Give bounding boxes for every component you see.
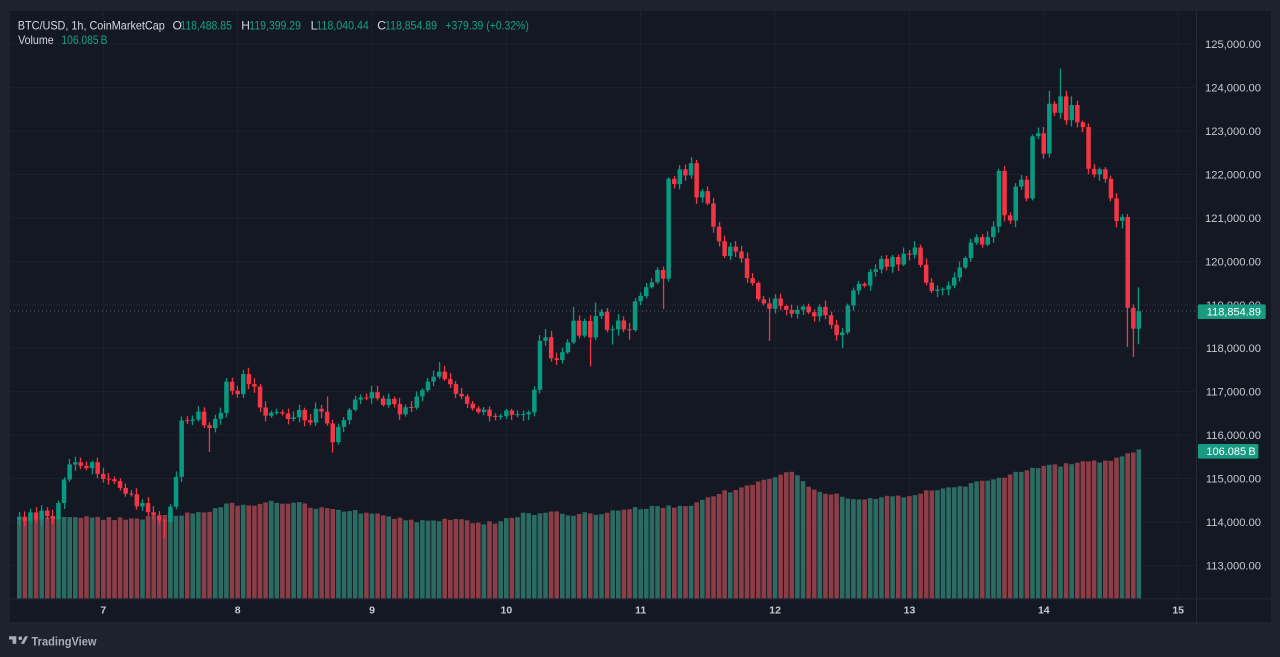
svg-text:118,854.89: 118,854.89 — [1207, 306, 1261, 318]
svg-text:118,040.44: 118,040.44 — [316, 19, 369, 33]
svg-text:124,000.00: 124,000.00 — [1205, 83, 1261, 95]
svg-text:14: 14 — [1038, 605, 1050, 617]
svg-text:119,399.29: 119,399.29 — [249, 19, 301, 33]
svg-text:114,000.00: 114,000.00 — [1206, 517, 1261, 529]
svg-text:8: 8 — [235, 605, 241, 617]
svg-text:Volume: Volume — [18, 33, 54, 47]
svg-text:13: 13 — [904, 605, 916, 617]
svg-text:115,000.00: 115,000.00 — [1206, 473, 1261, 485]
svg-text:122,000.00: 122,000.00 — [1205, 170, 1261, 182]
svg-text:120,000.00: 120,000.00 — [1205, 256, 1261, 268]
svg-text:123,000.00: 123,000.00 — [1205, 126, 1261, 138]
svg-text:106.085 B: 106.085 B — [1206, 446, 1255, 458]
svg-text:7: 7 — [100, 605, 106, 617]
svg-text:106.085 B: 106.085 B — [61, 33, 107, 47]
svg-text:9: 9 — [369, 605, 375, 617]
svg-text:125,000.00: 125,000.00 — [1205, 39, 1261, 51]
svg-text:C: C — [377, 19, 386, 33]
svg-text:118,488.85: 118,488.85 — [180, 19, 232, 33]
svg-text:O: O — [173, 19, 182, 33]
svg-text:12: 12 — [769, 605, 781, 617]
svg-text:15: 15 — [1172, 605, 1184, 617]
svg-text:121,000.00: 121,000.00 — [1205, 213, 1261, 225]
svg-text:+379.39 (+0.32%): +379.39 (+0.32%) — [445, 19, 528, 33]
svg-text:11: 11 — [635, 605, 646, 617]
svg-text:117,000.00: 117,000.00 — [1206, 387, 1261, 399]
svg-text:TradingView: TradingView — [32, 634, 98, 648]
svg-text:118,000.00: 118,000.00 — [1206, 343, 1261, 355]
svg-text:118,854.89: 118,854.89 — [385, 19, 437, 33]
svg-text:BTC/USD, 1h, CoinMarketCap: BTC/USD, 1h, CoinMarketCap — [18, 19, 165, 33]
svg-text:113,000.00: 113,000.00 — [1206, 560, 1261, 572]
svg-text:H: H — [241, 19, 250, 33]
svg-text:10: 10 — [501, 605, 513, 617]
svg-text:116,000.00: 116,000.00 — [1206, 430, 1261, 442]
svg-text:L: L — [311, 19, 318, 33]
